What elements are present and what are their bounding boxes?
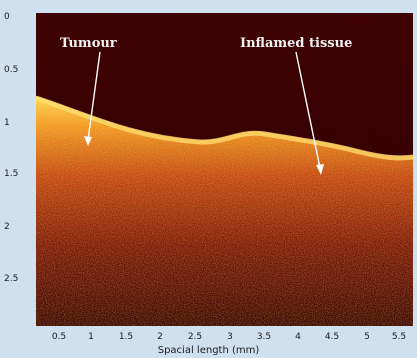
x-tick-label: 5.5 [391,332,407,342]
x-tick-label: 2.5 [187,332,203,342]
inflamed-tissue-label: Inflamed tissue [240,36,353,51]
y-tick-label: 0 [4,12,10,22]
x-tick-label: 5 [364,332,370,342]
tissue-surface-highlight [36,95,413,161]
x-tick-label: 4.5 [324,332,340,342]
y-tick-label: 1 [4,118,10,128]
y-tick-label: 1.5 [4,169,19,179]
y-tick-label: 0.5 [4,65,19,75]
x-tick-label: 3 [227,332,233,342]
x-axis-label: Spacial length (mm) [157,345,260,356]
inflamed-tissue-arrow [295,51,324,175]
x-tick-label: 4 [295,332,301,342]
x-tick-label: 1 [88,332,94,342]
y-tick-label: 2.5 [4,274,19,284]
y-tick-label: 2 [4,222,10,232]
x-tick-label: 3.5 [256,332,272,342]
x-tick-label: 0.5 [51,332,67,342]
x-tick-label: 2 [157,332,163,342]
tumour-arrow [84,51,101,146]
x-tick-label: 1.5 [118,332,134,342]
tumour-label: Tumour [60,36,117,51]
